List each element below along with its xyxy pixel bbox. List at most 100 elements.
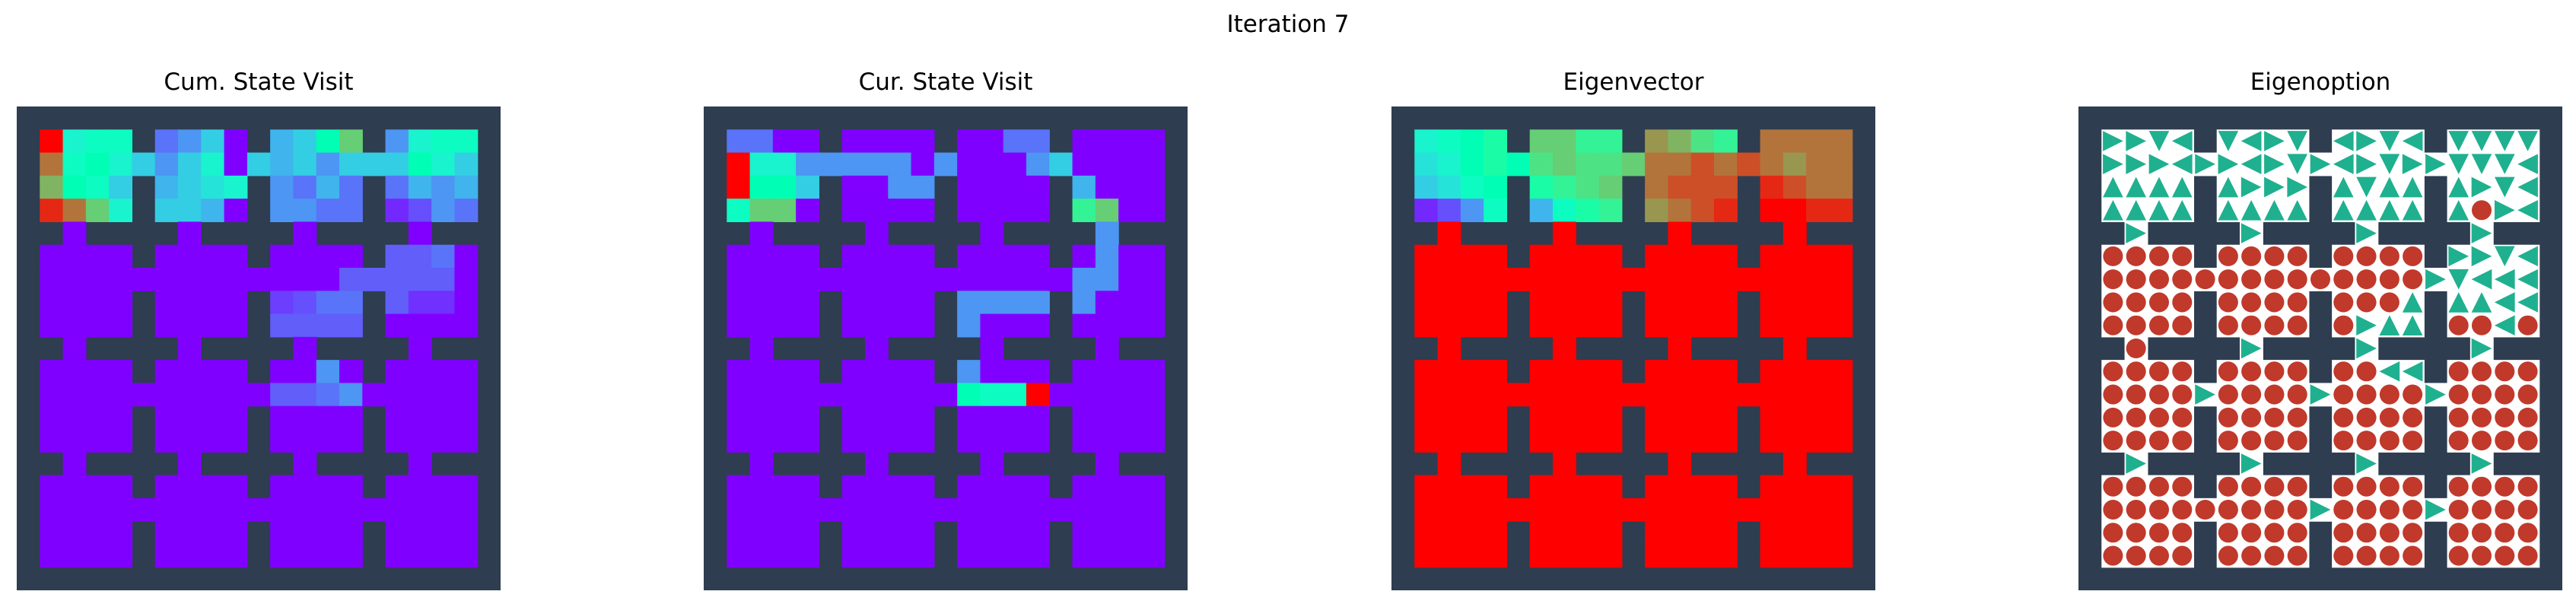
heatmap-cell <box>841 175 866 199</box>
heatmap-cell <box>957 429 981 453</box>
heatmap-cell <box>1690 152 1715 176</box>
heatmap-cell <box>957 199 981 223</box>
heatmap-cell <box>1095 221 1119 246</box>
heatmap-cell <box>1598 405 1623 430</box>
heatmap-cell <box>1553 429 1576 453</box>
heatmap-cell <box>980 244 1004 269</box>
heatmap-cell <box>1437 221 1461 246</box>
heatmap-cell <box>1829 291 1853 315</box>
heatmap-cell <box>1529 291 1554 315</box>
action-arrow-marker <box>2402 154 2423 175</box>
terminate-marker <box>2172 476 2193 497</box>
heatmap-cell <box>749 521 774 545</box>
heatmap-cell <box>911 544 935 568</box>
terminate-marker <box>2333 292 2354 313</box>
terminate-marker <box>2495 545 2515 566</box>
heatmap-cell <box>201 360 225 384</box>
heatmap-cell <box>1072 313 1096 338</box>
terminate-marker <box>2172 269 2193 290</box>
terminate-marker <box>2379 246 2399 266</box>
heatmap-cell <box>819 268 843 291</box>
heatmap-cell <box>1095 313 1119 338</box>
terminate-marker <box>2495 361 2515 382</box>
terminate-marker <box>2218 523 2238 543</box>
heatmap-cell <box>408 199 432 223</box>
heatmap-cell <box>109 405 133 430</box>
terminate-marker <box>2241 476 2262 497</box>
heatmap-cell <box>1598 152 1623 176</box>
heatmap-cell <box>1460 429 1484 453</box>
heatmap-cell <box>841 244 866 269</box>
terminate-marker <box>2333 545 2354 566</box>
heatmap-cell <box>1049 498 1073 522</box>
heatmap-cell <box>1003 360 1027 384</box>
heatmap-cell <box>1668 521 1692 545</box>
heatmap-cell <box>1621 498 1646 522</box>
heatmap-cell <box>1529 429 1554 453</box>
heatmap-cell <box>911 152 935 176</box>
heatmap-cell <box>1141 429 1166 453</box>
heatmap-cell <box>1072 475 1096 499</box>
heatmap-cell <box>980 221 1004 246</box>
heatmap-cell <box>1829 544 1853 568</box>
heatmap-cell <box>408 383 432 407</box>
heatmap-cell <box>178 452 202 476</box>
heatmap-cell <box>270 498 294 522</box>
heatmap-cell <box>796 521 820 545</box>
heatmap-cell <box>178 475 202 499</box>
heatmap-cell <box>865 383 889 407</box>
terminate-marker <box>2241 361 2262 382</box>
terminate-marker <box>2471 407 2492 428</box>
heatmap-cell <box>1598 268 1623 291</box>
heatmap-cell <box>1783 336 1807 361</box>
heatmap-cell <box>62 313 87 338</box>
heatmap-cell <box>772 405 797 430</box>
terminate-marker <box>2218 407 2238 428</box>
heatmap-cell <box>85 521 110 545</box>
heatmap-cell <box>431 405 456 430</box>
heatmap-cell <box>1437 383 1461 407</box>
heatmap-cell <box>1072 268 1096 291</box>
terminate-marker <box>2403 476 2423 497</box>
heatmap-cell <box>796 175 820 199</box>
heatmap-cell <box>1095 360 1119 384</box>
heatmap-cell <box>1437 268 1461 291</box>
heatmap-cell <box>1095 199 1119 223</box>
action-arrow-marker <box>2471 246 2492 267</box>
action-arrow-marker <box>2264 176 2285 198</box>
heatmap-cell <box>1414 521 1439 545</box>
heatmap-cell <box>911 129 935 154</box>
heatmap-cell <box>178 521 202 545</box>
heatmap-cell <box>62 129 87 154</box>
terminate-marker <box>2241 384 2262 405</box>
heatmap-cell <box>1553 268 1576 291</box>
heatmap-cell <box>911 268 935 291</box>
heatmap-cell <box>132 383 156 407</box>
heatmap-cell <box>178 313 202 338</box>
heatmap-cell <box>1783 291 1807 315</box>
terminate-marker <box>2287 499 2307 520</box>
heatmap-cell <box>1668 405 1692 430</box>
terminate-marker <box>2517 523 2538 543</box>
heatmap-cell <box>1414 313 1439 338</box>
terminate-marker <box>2403 545 2423 566</box>
heatmap-cell <box>1645 129 1669 154</box>
heatmap-cell <box>431 521 456 545</box>
terminate-marker <box>2241 407 2262 428</box>
action-arrow-marker <box>2448 131 2469 151</box>
heatmap-cell <box>154 291 179 315</box>
terminate-marker <box>2356 292 2377 313</box>
terminate-marker <box>2333 499 2354 520</box>
heatmap-cell <box>408 268 432 291</box>
terminate-marker <box>2448 545 2469 566</box>
heatmap-cell <box>1141 199 1166 223</box>
heatmap-cell <box>796 291 820 315</box>
heatmap-cell <box>1484 544 1508 568</box>
heatmap-cell <box>1026 268 1050 291</box>
action-arrow-marker <box>2517 292 2538 313</box>
terminate-marker <box>2287 407 2307 428</box>
heatmap-cell <box>1645 199 1669 223</box>
heatmap-cell <box>1598 498 1623 522</box>
heatmap-cell <box>1141 475 1166 499</box>
heatmap-cell <box>1118 152 1143 176</box>
